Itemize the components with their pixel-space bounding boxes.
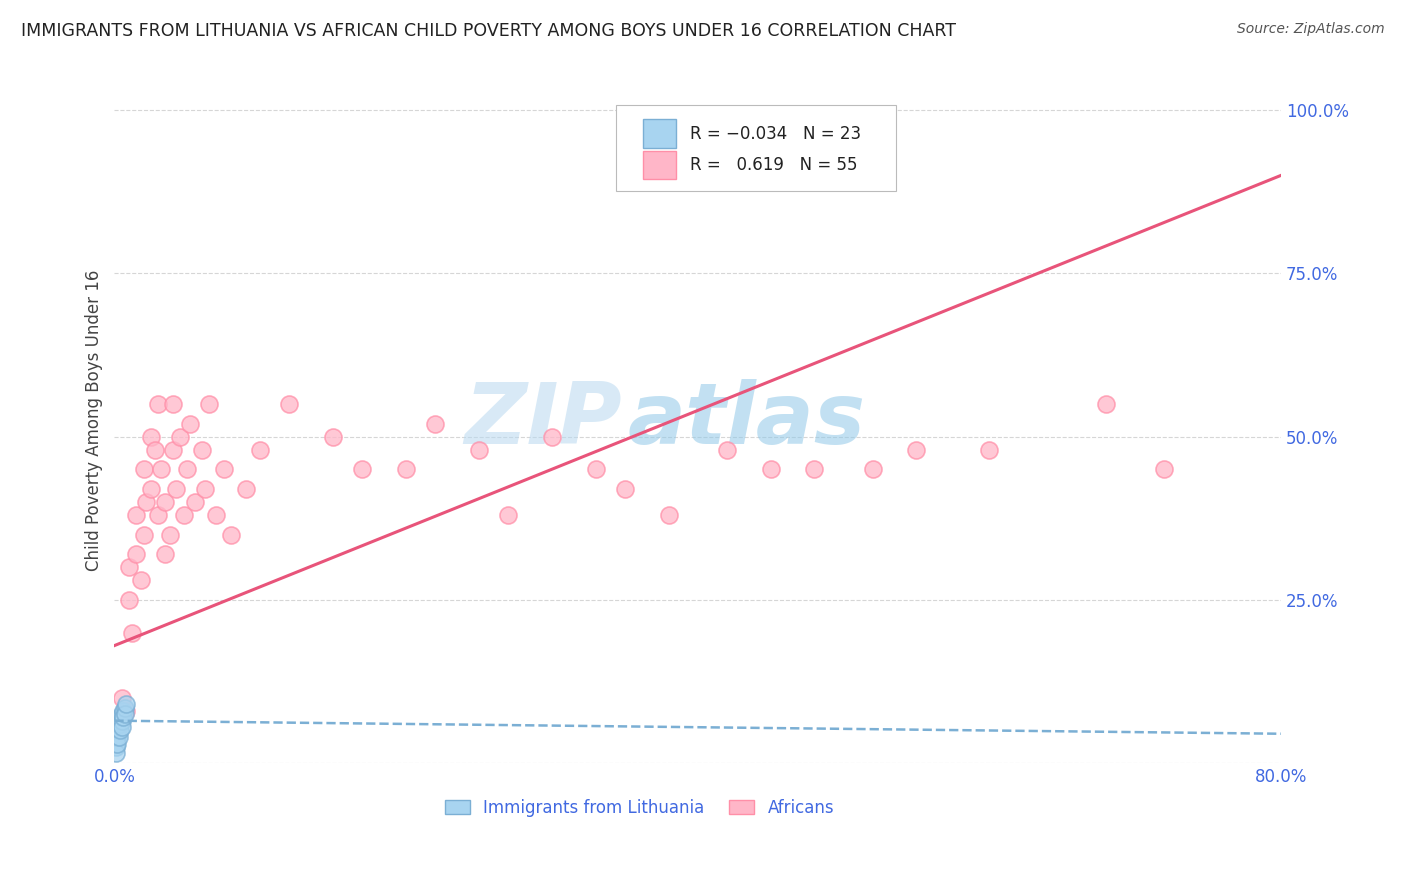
Point [496, 508, 519, 522]
Point [155, 547, 177, 561]
Point [212, 462, 235, 476]
Point [111, 690, 134, 705]
Point [105, 723, 128, 738]
Legend: Immigrants from Lithuania, Africans: Immigrants from Lithuania, Africans [437, 792, 841, 823]
Point [162, 442, 184, 457]
Point [112, 710, 135, 724]
Point [1153, 462, 1175, 476]
Y-axis label: Child Poverty Among Boys Under 16: Child Poverty Among Boys Under 16 [86, 269, 103, 571]
Point [143, 442, 166, 457]
Point [146, 508, 169, 522]
Point [110, 710, 132, 724]
FancyBboxPatch shape [616, 105, 896, 191]
Point [657, 508, 679, 522]
Point [111, 720, 134, 734]
Point [104, 739, 127, 754]
Point [352, 462, 374, 476]
Point [159, 527, 181, 541]
Point [125, 547, 148, 561]
Point [194, 482, 217, 496]
Point [114, 700, 136, 714]
Point [905, 442, 928, 457]
Point [104, 747, 127, 761]
Point [121, 625, 143, 640]
Point [468, 442, 491, 457]
Point [173, 508, 195, 522]
Point [278, 397, 301, 411]
Point [759, 462, 782, 476]
Point [132, 462, 155, 476]
Point [110, 723, 132, 738]
Point [179, 417, 201, 431]
Point [118, 560, 141, 574]
Point [104, 737, 127, 751]
Point [585, 462, 607, 476]
Point [135, 495, 157, 509]
Point [979, 442, 1001, 457]
Point [169, 429, 191, 443]
Point [862, 462, 884, 476]
Text: atlas: atlas [627, 379, 866, 462]
Point [249, 442, 271, 457]
Point [191, 442, 214, 457]
Point [235, 482, 257, 496]
Point [129, 574, 152, 588]
Bar [643, 120, 675, 148]
Point [425, 417, 447, 431]
Point [803, 462, 825, 476]
Point [105, 730, 128, 744]
Bar [643, 151, 675, 179]
Text: Source: ZipAtlas.com: Source: ZipAtlas.com [1237, 22, 1385, 37]
Text: R = −0.034   N = 23: R = −0.034 N = 23 [689, 125, 860, 143]
Point [155, 495, 177, 509]
Point [219, 527, 242, 541]
Point [165, 482, 187, 496]
Point [613, 482, 636, 496]
Point [105, 737, 128, 751]
Point [111, 714, 134, 728]
Point [107, 714, 129, 728]
Point [716, 442, 738, 457]
Point [395, 462, 418, 476]
Point [322, 429, 344, 443]
Point [162, 397, 184, 411]
Point [104, 720, 127, 734]
Point [118, 592, 141, 607]
Text: IMMIGRANTS FROM LITHUANIA VS AFRICAN CHILD POVERTY AMONG BOYS UNDER 16 CORRELATI: IMMIGRANTS FROM LITHUANIA VS AFRICAN CHI… [21, 22, 956, 40]
Text: R =   0.619   N = 55: R = 0.619 N = 55 [689, 156, 858, 174]
Point [198, 397, 221, 411]
Point [150, 462, 173, 476]
Point [183, 495, 205, 509]
Text: ZIP: ZIP [464, 379, 621, 462]
Point [107, 720, 129, 734]
Point [146, 397, 169, 411]
Point [205, 508, 228, 522]
Point [114, 707, 136, 722]
Point [132, 527, 155, 541]
Point [115, 698, 138, 712]
Point [107, 730, 129, 744]
Point [115, 704, 138, 718]
Point [104, 730, 127, 744]
Point [139, 429, 162, 443]
Point [105, 717, 128, 731]
Point [112, 704, 135, 718]
Point [176, 462, 198, 476]
Point [125, 508, 148, 522]
Point [110, 717, 132, 731]
Point [111, 707, 134, 722]
Point [139, 482, 162, 496]
Point [1095, 397, 1118, 411]
Point [541, 429, 564, 443]
